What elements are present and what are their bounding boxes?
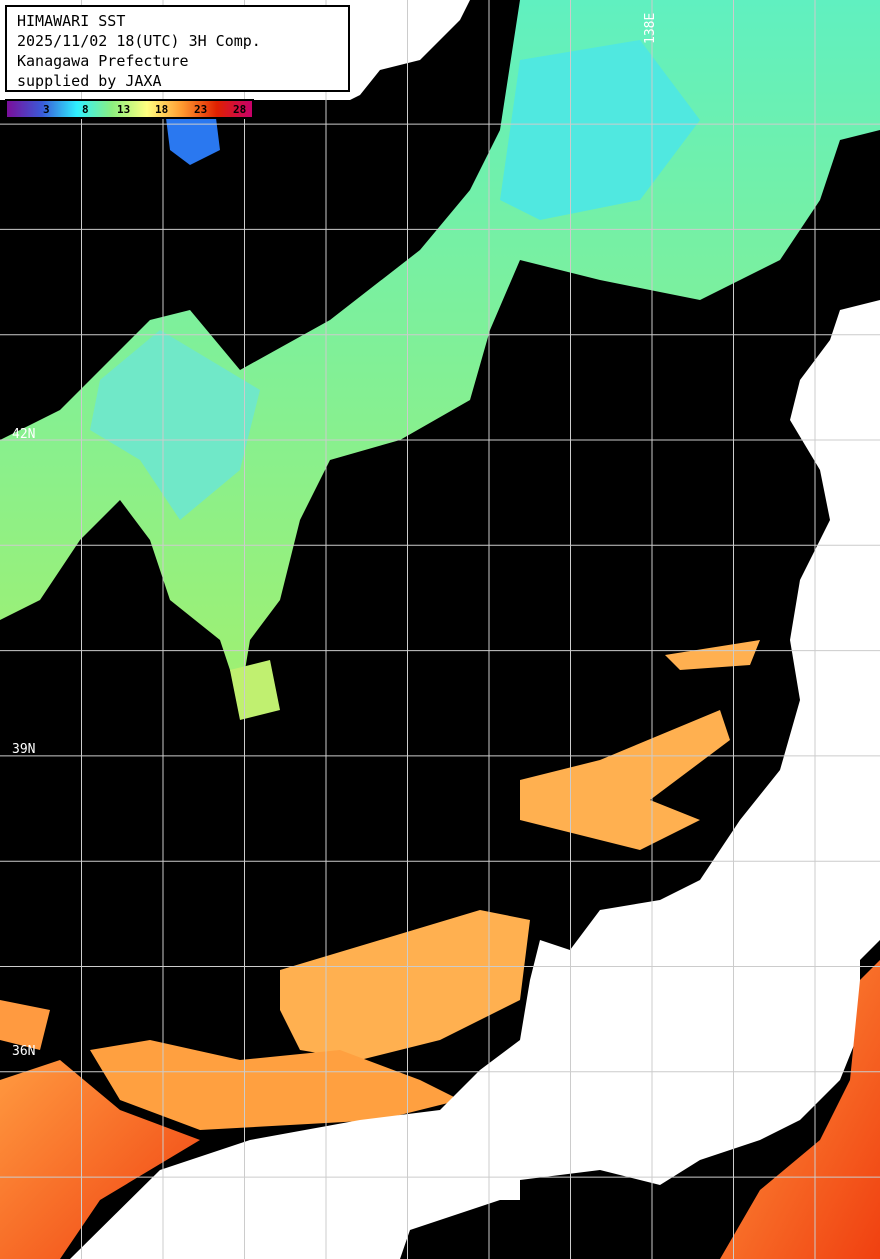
colorbar-tick: 13 xyxy=(117,103,131,116)
datetime-line: 2025/11/02 18(UTC) 3H Comp. xyxy=(17,32,261,50)
lon-label: 138E xyxy=(643,12,658,44)
sst-region-north xyxy=(0,0,880,700)
sst-patch-warm xyxy=(90,1040,460,1130)
lat-label: 42N xyxy=(12,427,36,442)
sst-patch-warm xyxy=(665,640,760,670)
colorbar-tick: 3 xyxy=(43,103,50,116)
land-honshu xyxy=(70,300,880,1259)
title-line: HIMAWARI SST xyxy=(17,12,126,30)
sst-patch xyxy=(230,660,280,720)
sst-patch-warm xyxy=(280,910,530,1060)
colorbar-tick: 23 xyxy=(194,103,208,116)
sea-inland xyxy=(520,1170,680,1240)
lat-label: 39N xyxy=(12,742,36,757)
sst-region-cyan xyxy=(500,40,700,220)
lat-label: 36N xyxy=(12,1044,36,1059)
sst-region-cyan-2 xyxy=(90,330,260,520)
sst-region-south-west xyxy=(0,1060,200,1259)
title-box: HIMAWARI SST 2025/11/02 18(UTC) 3H Comp.… xyxy=(5,5,350,92)
colorbar-tick: 18 xyxy=(155,103,169,116)
credit-line: supplied by JAXA xyxy=(17,72,162,90)
colorbar-tick: 8 xyxy=(82,103,89,116)
sst-patch-warm xyxy=(520,710,730,850)
colorbar-tick: 28 xyxy=(233,103,247,116)
sst-patch-warm xyxy=(0,1000,50,1050)
sst-region-south-east xyxy=(720,960,880,1259)
region-line: Kanagawa Prefecture xyxy=(17,52,189,70)
colorbar: 3 8 13 18 23 28 xyxy=(5,99,254,119)
